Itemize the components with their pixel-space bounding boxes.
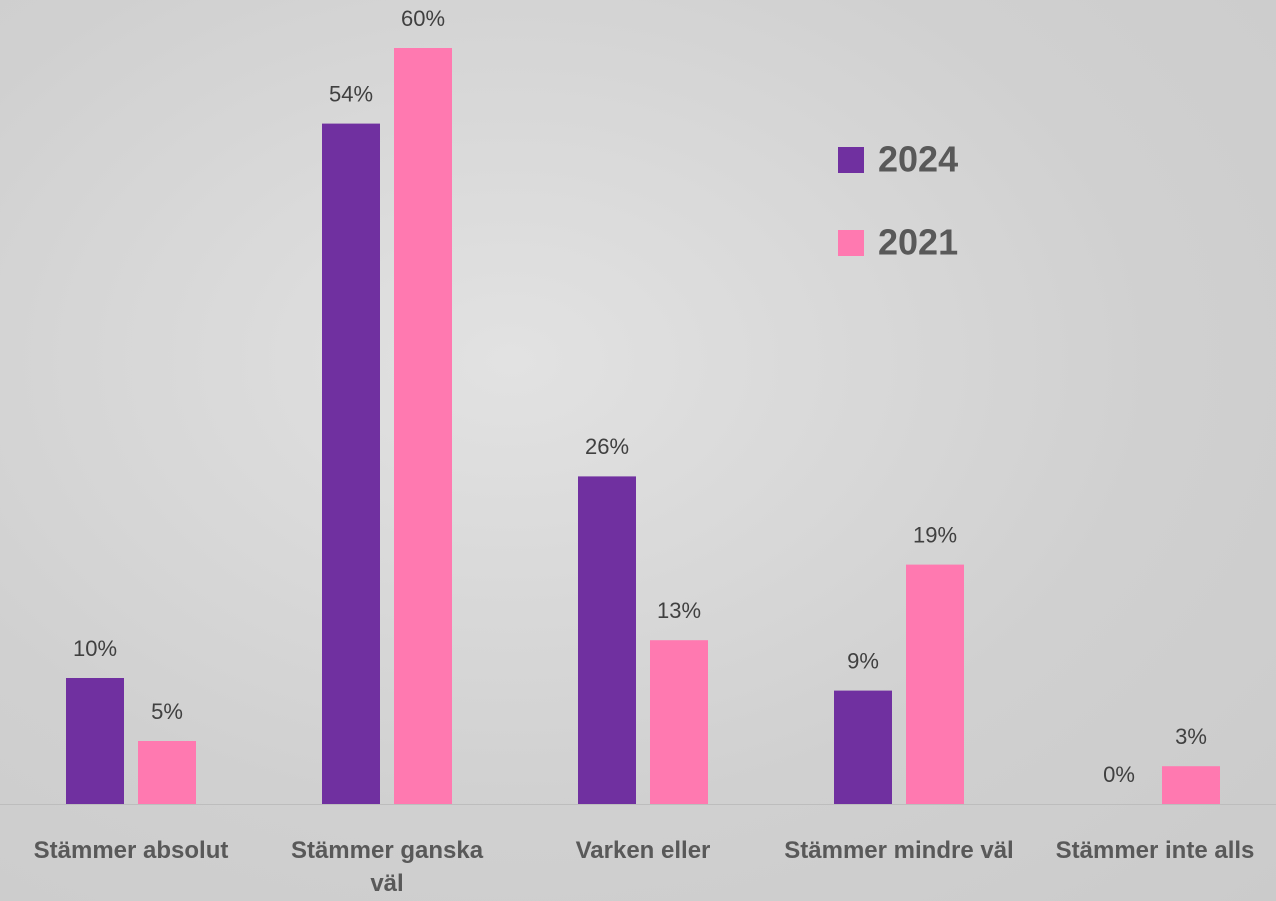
value-label: 3% <box>1175 724 1207 749</box>
x-tick-label: Stämmer mindre väl <box>784 837 1013 864</box>
value-label: 0% <box>1103 762 1135 787</box>
bar <box>66 678 124 804</box>
value-label: 54% <box>329 81 373 106</box>
bar <box>322 123 380 805</box>
legend-swatch <box>838 147 864 173</box>
x-tick-label: Varken eller <box>576 837 711 864</box>
bar <box>394 48 452 804</box>
bar <box>834 690 892 804</box>
value-label: 5% <box>151 699 183 724</box>
x-tick-label: Stämmer absolut <box>34 837 229 864</box>
legend-swatch <box>838 230 864 256</box>
x-tick-label: Stämmer ganska väl <box>291 837 484 897</box>
bar <box>650 640 708 804</box>
value-label: 19% <box>913 522 957 547</box>
legend-label: 2021 <box>878 222 958 263</box>
value-label: 26% <box>585 434 629 459</box>
bar <box>1162 766 1220 804</box>
value-label: 9% <box>847 648 879 673</box>
value-label: 10% <box>73 636 117 661</box>
bar <box>138 741 196 804</box>
bar <box>906 564 964 804</box>
x-tick-label: Stämmer inte alls <box>1056 837 1255 864</box>
value-label: 13% <box>657 598 701 623</box>
value-label: 60% <box>401 6 445 31</box>
legend-label: 2024 <box>878 139 958 180</box>
bar <box>578 476 636 804</box>
